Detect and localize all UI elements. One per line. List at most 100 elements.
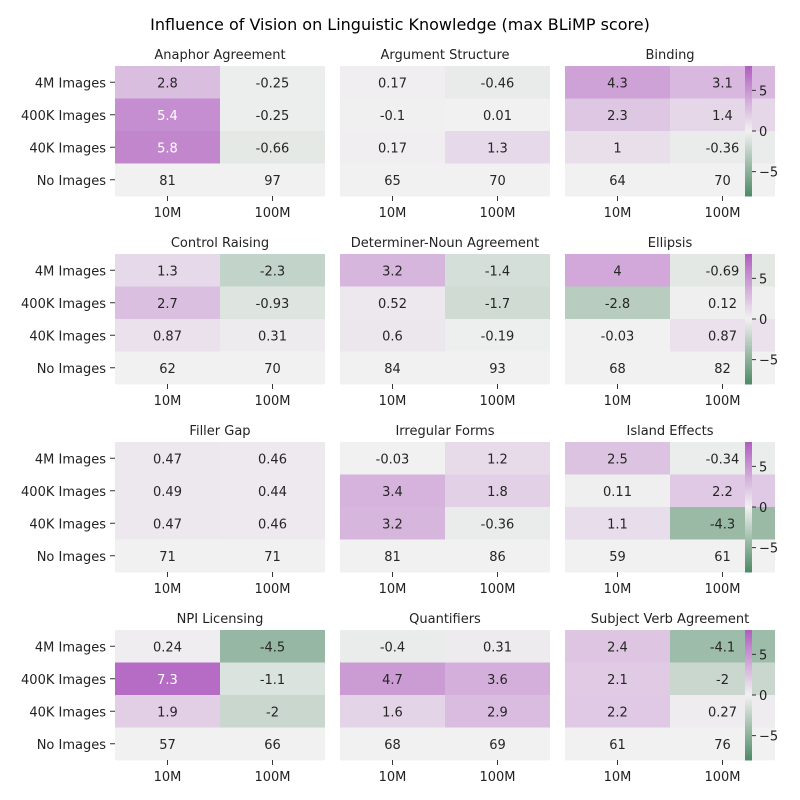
cell-value-label: 0.46 (258, 452, 287, 467)
colorbar-segment (745, 329, 752, 333)
x-tick-label: 100M (254, 394, 290, 409)
y-tick-label: No Images (37, 550, 107, 565)
colorbar-segment (745, 368, 752, 372)
colorbar-segment (745, 89, 752, 93)
colorbar-segment (745, 371, 752, 374)
x-tick-label: 100M (254, 582, 290, 597)
cell-value-label: 93 (489, 362, 506, 377)
cell-value-label: 1.8 (487, 485, 508, 500)
colorbar-segment (745, 725, 752, 728)
colorbar-segment (745, 120, 752, 123)
heatmap-cell (565, 98, 670, 132)
cell-value-label: 81 (384, 550, 401, 565)
colorbar-segment (745, 632, 752, 635)
heatmap-cell (445, 254, 550, 287)
cell-value-label: 4.7 (382, 673, 403, 688)
cell-value-label: 0.52 (378, 297, 407, 312)
y-tick-label: 400K Images (21, 109, 106, 124)
colorbar-segment (745, 102, 752, 106)
cell-value-label: 97 (264, 174, 281, 189)
heatmap-cell (220, 442, 325, 475)
heatmap-cell (340, 630, 445, 663)
colorbar-segment (745, 455, 752, 458)
colorbar-segment (745, 303, 752, 307)
colorbar-segment (745, 703, 752, 707)
heatmap-cell (670, 662, 775, 696)
colorbar-segment (745, 699, 752, 702)
colorbar-segment (745, 282, 752, 285)
colorbar-segment (745, 653, 752, 657)
y-tick-label: 4M Images (35, 76, 106, 91)
colorbar-segment (745, 178, 752, 182)
colorbar-segment (745, 349, 752, 352)
colorbar-segment (745, 669, 752, 672)
cell-value-label: 1.9 (157, 705, 178, 720)
colorbar-segment (745, 79, 752, 82)
cell-value-label: 3.6 (487, 673, 508, 688)
colorbar-segment (745, 543, 752, 547)
colorbar-segment (745, 141, 752, 145)
heatmap-cell (220, 131, 325, 164)
colorbar-segment (745, 526, 752, 530)
colorbar-segment (745, 530, 752, 534)
heatmap-cell (565, 66, 670, 99)
heatmap-cell (670, 630, 775, 663)
colorbar-segment (745, 487, 752, 491)
colorbar-segment (745, 489, 752, 493)
heatmap-cell (115, 442, 220, 475)
colorbar-segment (745, 109, 752, 112)
x-tick-label: 10M (154, 206, 182, 221)
heatmap-cell (445, 98, 550, 132)
colorbar-segment (745, 96, 752, 99)
colorbar-segment (745, 465, 752, 469)
y-tick-label: 4M Images (35, 640, 106, 655)
colorbar-segment (745, 457, 752, 460)
heatmap-cell (565, 630, 670, 663)
cell-value-label: -0.69 (706, 264, 740, 279)
colorbar-segment (745, 556, 752, 560)
cell-value-label: 1.6 (382, 705, 403, 720)
cell-value-label: 82 (714, 362, 731, 377)
colorbar-segment (745, 85, 752, 89)
x-tick-label: 100M (479, 206, 515, 221)
x-tick-label: 10M (379, 394, 407, 409)
colorbar-segment (745, 92, 752, 95)
heatmap-cell (565, 351, 670, 385)
heatmap-cell (220, 319, 325, 352)
heatmap-cell (220, 727, 325, 761)
colorbar-segment (745, 377, 752, 381)
cell-value-label: 68 (609, 362, 626, 377)
cell-value-label: 2.2 (712, 485, 733, 500)
cell-value-label: 0.87 (153, 329, 182, 344)
cell-value-label: 1.3 (157, 264, 178, 279)
colorbar-segment (745, 677, 752, 681)
cell-value-label: 1.4 (712, 109, 733, 124)
colorbar-segment (745, 258, 752, 261)
colorbar-segment (745, 692, 752, 696)
colorbar-segment (745, 660, 752, 663)
x-tick-label: 100M (704, 206, 740, 221)
colorbar-segment (745, 528, 752, 532)
cell-value-label: -0.46 (481, 76, 515, 91)
cell-value-label: 0.47 (153, 517, 182, 532)
colorbar-segment (745, 174, 752, 177)
cell-value-label: 86 (489, 550, 506, 565)
colorbar-tick-label: 0 (759, 313, 767, 328)
y-tick-label: No Images (37, 738, 107, 753)
panel-title: Determiner-Noun Agreement (351, 236, 539, 251)
colorbar-segment (745, 673, 752, 676)
cell-value-label: -0.93 (256, 297, 290, 312)
heatmap-cell (445, 442, 550, 475)
cell-value-label: 3.1 (712, 76, 733, 91)
colorbar-segment (745, 697, 752, 700)
cell-value-label: -2.8 (605, 297, 630, 312)
colorbar-segment (745, 546, 752, 549)
colorbar-segment (745, 533, 752, 536)
colorbar-segment (745, 137, 752, 141)
cell-value-label: 2.3 (607, 109, 628, 124)
colorbar-segment (745, 738, 752, 741)
colorbar-segment (745, 152, 752, 156)
x-tick-label: 10M (379, 770, 407, 785)
colorbar-segment (745, 463, 752, 467)
